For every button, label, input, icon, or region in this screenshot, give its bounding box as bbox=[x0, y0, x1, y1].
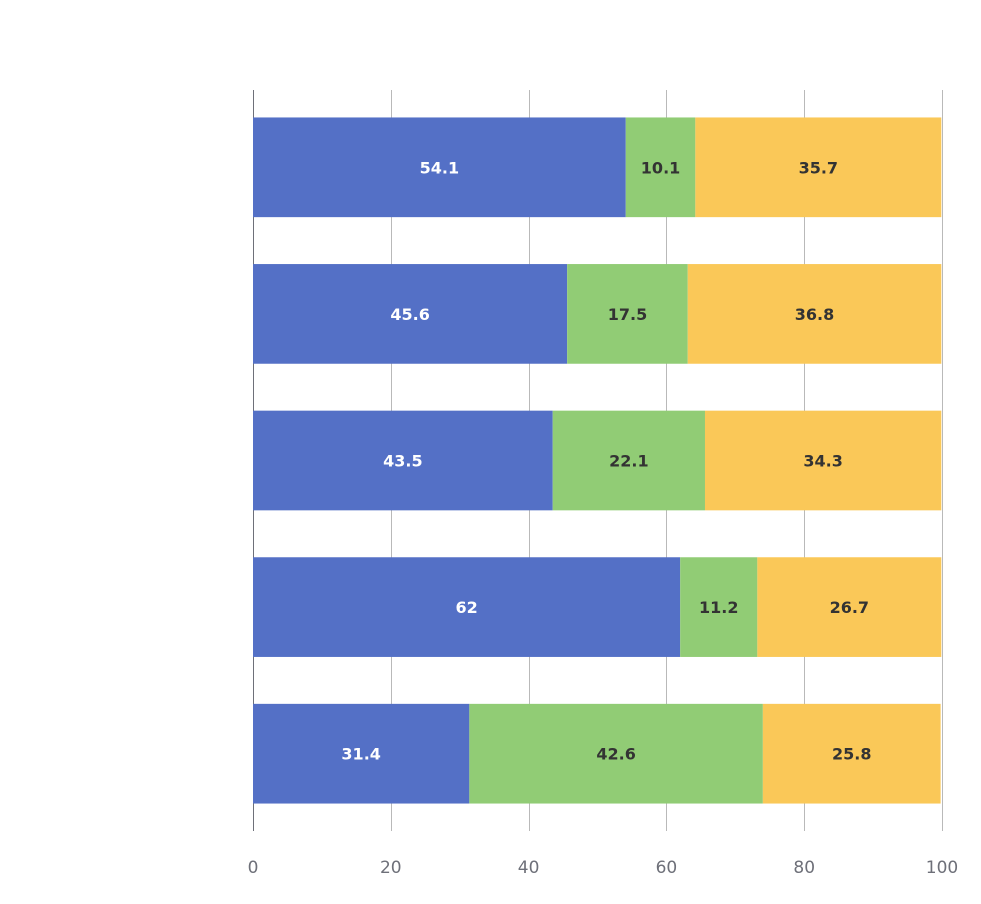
bar-value-label: 25.8 bbox=[832, 745, 871, 764]
bar-value-label: 22.1 bbox=[609, 452, 648, 471]
bar-value-label: 11.2 bbox=[699, 598, 738, 617]
bar-value-label: 31.4 bbox=[341, 745, 380, 764]
bar-segment bbox=[469, 703, 763, 804]
data-labels: 54.1 10.1 35.7 45.6 17.5 36.8 43.5 22.1 34.3 62 11… bbox=[341, 158, 871, 763]
bar-segment bbox=[762, 703, 941, 804]
x-tick-label: 80 bbox=[793, 858, 815, 878]
bar-segment bbox=[680, 557, 758, 657]
bar-segment bbox=[757, 557, 942, 657]
bar-segment bbox=[695, 117, 942, 218]
bar-value-label: 36.8 bbox=[795, 305, 834, 324]
bar-value-label: 54.1 bbox=[420, 158, 459, 177]
x-tick-label: 20 bbox=[380, 858, 402, 878]
bar-value-label: 17.5 bbox=[608, 305, 647, 324]
bar-segment bbox=[253, 117, 626, 218]
bar-value-label: 35.7 bbox=[799, 158, 838, 177]
bar-segment bbox=[253, 264, 568, 364]
bar-segment bbox=[567, 264, 688, 364]
bars bbox=[253, 117, 942, 804]
bar-value-label: 43.5 bbox=[383, 452, 422, 471]
bar-segment bbox=[253, 410, 553, 511]
x-tick-label: 60 bbox=[656, 858, 678, 878]
x-tick-label: 40 bbox=[518, 858, 540, 878]
bar-value-label: 42.6 bbox=[596, 745, 635, 764]
bar-value-label: 34.3 bbox=[803, 452, 842, 471]
x-tick-label: 0 bbox=[248, 858, 259, 878]
x-axis: 0 20 40 60 80 100 bbox=[248, 858, 959, 878]
bar-segment bbox=[552, 410, 705, 511]
bar-value-label: 10.1 bbox=[641, 158, 680, 177]
bar-segment bbox=[687, 264, 942, 364]
bar-segment bbox=[704, 410, 942, 511]
bar-value-label: 45.6 bbox=[390, 305, 429, 324]
x-tick-label: 100 bbox=[926, 858, 958, 878]
bar-segment bbox=[625, 117, 696, 218]
bar-segment bbox=[253, 557, 681, 657]
bar-segment bbox=[253, 703, 470, 804]
bar-value-label: 62 bbox=[455, 598, 477, 617]
bar-value-label: 26.7 bbox=[830, 598, 869, 617]
